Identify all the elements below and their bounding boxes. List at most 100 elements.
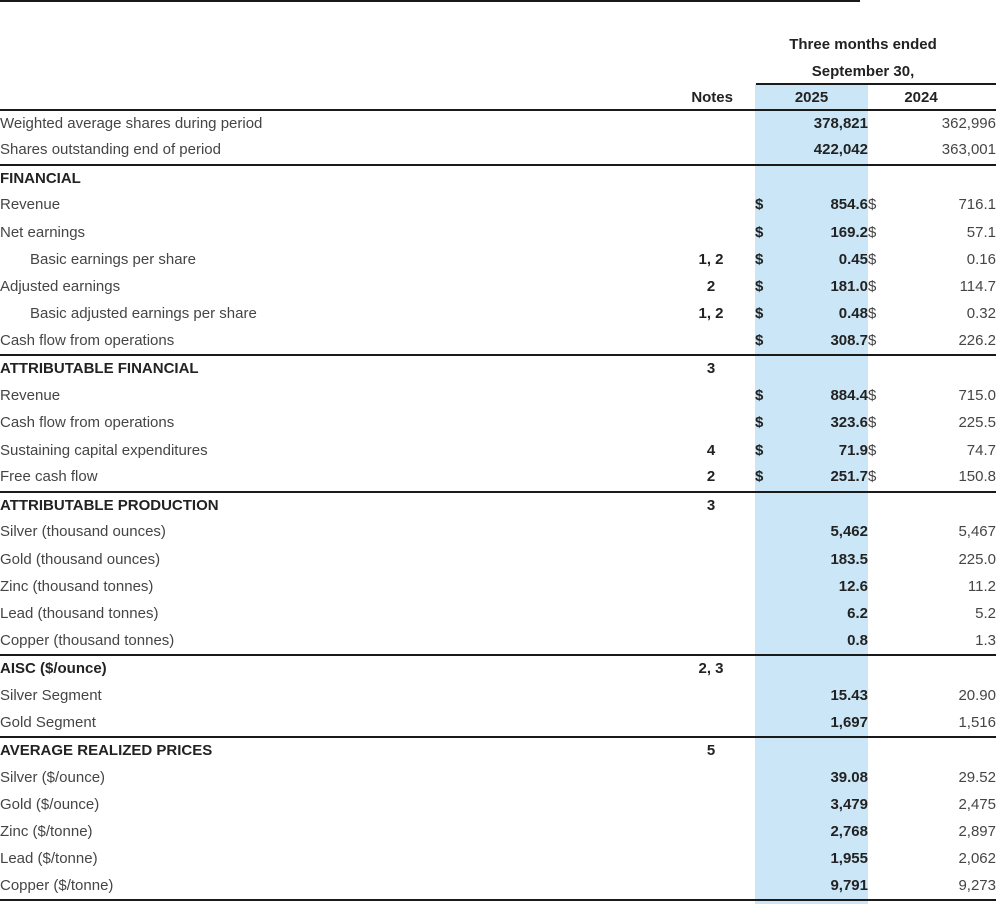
column-spacer (746, 573, 755, 600)
column-spacer (746, 846, 755, 873)
period-title-line2: September 30, (811, 63, 915, 80)
column-spacer (746, 328, 755, 355)
column-spacer (746, 137, 755, 164)
value-2025: 1,955 (830, 850, 868, 868)
currency-symbol-2025 (755, 873, 777, 902)
column-spacer (746, 301, 755, 328)
currency-symbol-2025: $ (755, 332, 764, 350)
column-spacer (746, 791, 755, 818)
currency-symbol-2025: $ (755, 468, 764, 486)
row-notes (676, 163, 746, 192)
currency-symbol-2025 (755, 628, 777, 655)
table-row: Free cash flow 2 $ 251.7 $ 150.8 (0, 464, 996, 491)
value-2024: 9,273 (898, 873, 996, 902)
currency-symbol-2024: $ (868, 223, 877, 241)
currency-symbol-2025 (755, 137, 777, 164)
row-notes: 5 (676, 735, 746, 764)
row-label: Basic earnings per share (30, 250, 196, 268)
value-2024: 225.0 (958, 550, 996, 568)
value-2025: 854.6 (830, 196, 868, 214)
value-2025: 169.2 (830, 223, 868, 241)
currency-symbol-2024 (868, 819, 898, 846)
value-2025: 251.7 (830, 468, 868, 486)
table-row: Basic earnings per share 1, 2 $ 0.45 $ 0… (0, 246, 996, 273)
row-label: Silver (thousand ounces) (0, 523, 166, 541)
currency-symbol-2024: $ (868, 278, 877, 296)
table-row: Revenue $ 884.4 $ 715.0 (0, 383, 996, 410)
value-2024: 5,467 (958, 523, 996, 541)
column-spacer (746, 764, 755, 791)
row-label: Gold ($/ounce) (0, 795, 100, 813)
row-label: Sustaining capital expenditures (0, 441, 208, 459)
value-2024: 5.2 (975, 605, 996, 623)
column-spacer (746, 735, 755, 764)
row-notes: 3 (676, 354, 746, 383)
table-row: Copper ($/tonne) 9,791 9,273 (0, 873, 996, 902)
currency-symbol-2024 (868, 764, 898, 791)
currency-symbol-2024 (868, 791, 898, 818)
currency-symbol-2024 (868, 110, 898, 137)
currency-symbol-2025: $ (755, 250, 764, 268)
table-row: Sustaining capital expenditures 4 $ 71.9… (0, 437, 996, 464)
value-2025: 378,821 (813, 115, 868, 133)
period-title: Three months ended September 30, (752, 31, 974, 85)
row-notes: 2, 3 (676, 653, 746, 683)
currency-symbol-2024: $ (868, 196, 877, 214)
row-label: Zinc ($/tonne) (0, 823, 93, 841)
row-notes: 1, 2 (698, 305, 724, 323)
currency-symbol-2024 (868, 735, 898, 764)
row-notes (676, 601, 746, 628)
period-underline (756, 83, 996, 85)
row-label: Gold Segment (0, 713, 96, 731)
column-spacer (746, 354, 755, 383)
table-row: Silver ($/ounce) 39.08 29.52 (0, 764, 996, 791)
currency-symbol-2025 (755, 163, 777, 192)
row-notes (676, 410, 746, 437)
row-label: ATTRIBUTABLE PRODUCTION (0, 490, 676, 519)
row-label: Silver ($/ounce) (0, 768, 106, 786)
value-2025: 323.6 (830, 414, 868, 432)
row-notes (676, 573, 746, 600)
row-notes (676, 682, 746, 709)
row-label: Copper ($/tonne) (0, 873, 676, 902)
value-2025: 71.9 (838, 441, 868, 459)
value-2024: 716.1 (958, 196, 996, 214)
row-notes (676, 819, 746, 846)
currency-symbol-2024: $ (868, 387, 877, 405)
row-notes (676, 137, 746, 164)
currency-symbol-2025 (755, 601, 777, 628)
currency-symbol-2025: $ (755, 414, 764, 432)
value-2025: 308.7 (830, 332, 868, 350)
currency-symbol-2025 (755, 710, 777, 737)
row-notes: 2 (706, 468, 716, 486)
table-row: ATTRIBUTABLE PRODUCTION 3 (0, 490, 996, 519)
column-spacer (746, 873, 755, 902)
table-row: Cash flow from operations $ 323.6 $ 225.… (0, 410, 996, 437)
row-label: Lead (thousand tonnes) (0, 605, 159, 623)
value-2025: 6.2 (847, 605, 868, 623)
currency-symbol-2024 (868, 354, 898, 383)
column-spacer (746, 519, 755, 546)
column-header-2024: 2024 (904, 89, 938, 106)
row-label: Cash flow from operations (0, 414, 175, 432)
table-row: Copper (thousand tonnes) 0.8 1.3 (0, 628, 996, 655)
row-notes (676, 192, 746, 219)
value-2025: 0.48 (838, 305, 868, 323)
table-row: Weighted average shares during period 37… (0, 110, 996, 137)
value-2024: 363,001 (941, 141, 996, 159)
value-2025: 0.45 (838, 250, 868, 268)
column-spacer (746, 437, 755, 464)
value-2025: 0.8 (847, 631, 868, 649)
row-notes (676, 710, 746, 737)
value-2024: 20.90 (958, 686, 996, 704)
row-label: Adjusted earnings (0, 278, 121, 296)
table-row: ATTRIBUTABLE FINANCIAL 3 (0, 354, 996, 383)
value-2024: 150.8 (958, 468, 996, 486)
currency-symbol-2024 (868, 546, 898, 573)
currency-symbol-2025 (755, 846, 777, 873)
financial-table: Weighted average shares during period 37… (0, 109, 996, 902)
currency-symbol-2024 (868, 490, 898, 519)
column-spacer (746, 628, 755, 655)
row-notes (676, 110, 746, 137)
table-row: Lead ($/tonne) 1,955 2,062 (0, 846, 996, 873)
